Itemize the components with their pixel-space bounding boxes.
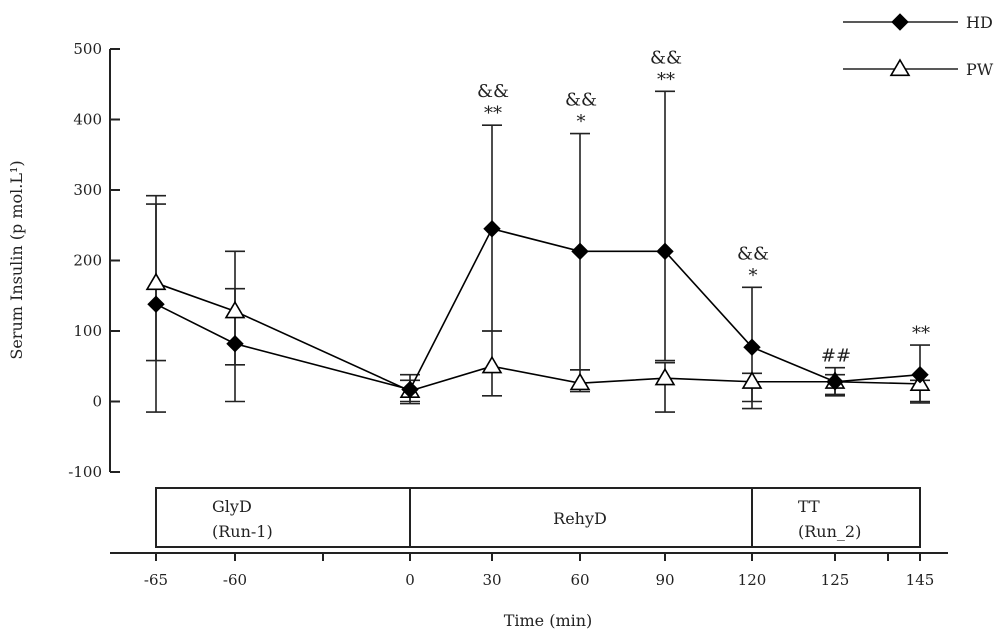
significance-label: **: [657, 69, 675, 90]
data-point-pw: [569, 372, 591, 391]
x-tick-label: 60: [570, 571, 589, 589]
series-line-hd: [155, 227, 921, 391]
phase-frame: [155, 487, 921, 548]
phase-label: TT: [798, 497, 820, 516]
y-tick-label: -100: [68, 463, 102, 481]
data-point-pw: [654, 367, 676, 386]
y-tick-label: 100: [73, 322, 102, 340]
legend-label-hd: HD: [966, 13, 993, 32]
data-point-pw: [481, 355, 503, 374]
x-tick-label: 125: [821, 571, 850, 589]
legend: HD PW: [843, 13, 994, 79]
x-tick-label: 90: [655, 571, 674, 589]
data-point-pw: [145, 272, 167, 291]
significance-label: &&: [650, 47, 682, 68]
data-point-pw: [741, 371, 763, 389]
series-line-pw: [155, 282, 921, 392]
data-point-hd: [911, 366, 929, 384]
phase-label: (Run-1): [212, 522, 273, 541]
significance-label: **: [912, 323, 930, 344]
significance-label: *: [749, 265, 758, 286]
significance-annotations: **&&*&&**&&*&&##**: [477, 47, 930, 366]
significance-label: ##: [821, 346, 851, 367]
data-point-hd: [656, 242, 674, 261]
data-point-hd: [226, 334, 244, 353]
axes: 500 400 300 200 100 0 -100 -65 -60 0 30 60 90 120 125 1…: [68, 40, 948, 589]
x-tick-label: 145: [906, 571, 935, 589]
y-tick-label: 300: [73, 181, 102, 199]
x-tick-label: 30: [482, 571, 501, 589]
x-tick-label: 0: [405, 571, 415, 589]
data-point-hd: [826, 373, 844, 391]
phase-label: RehyD: [553, 509, 607, 528]
data-point-hd: [401, 380, 419, 399]
data-point-hd: [483, 220, 501, 238]
legend-marker-hd: [891, 13, 909, 31]
significance-label: &&: [477, 81, 509, 102]
y-axis-title: Serum Insulin (p mol.L¹): [7, 160, 26, 359]
legend-label-pw: PW: [966, 60, 994, 79]
data-point-hd: [147, 295, 165, 313]
phase-boxes: GlyD (Run-1) RehyD TT (Run_2): [155, 487, 921, 548]
data-point-hd: [571, 242, 589, 261]
data-point-pw: [224, 300, 246, 319]
significance-label: &&: [737, 243, 769, 264]
data-point-hd: [743, 338, 761, 356]
significance-label: **: [484, 103, 502, 124]
y-tick-label: 200: [73, 252, 102, 270]
x-tick-label: -65: [144, 571, 168, 589]
x-tick-label: 120: [738, 571, 767, 589]
y-tick-label: 500: [73, 40, 102, 58]
legend-marker-pw: [889, 58, 911, 77]
y-tick-label: 400: [73, 111, 102, 129]
x-axis-title: Time (min): [504, 611, 593, 630]
x-tick-label: -60: [223, 571, 247, 589]
y-tick-label: 0: [92, 393, 102, 411]
phase-label: (Run_2): [798, 522, 861, 541]
significance-label: &&: [565, 90, 597, 111]
phase-label: GlyD: [212, 497, 252, 516]
significance-label: *: [577, 112, 586, 133]
series-layer: [145, 90, 931, 413]
